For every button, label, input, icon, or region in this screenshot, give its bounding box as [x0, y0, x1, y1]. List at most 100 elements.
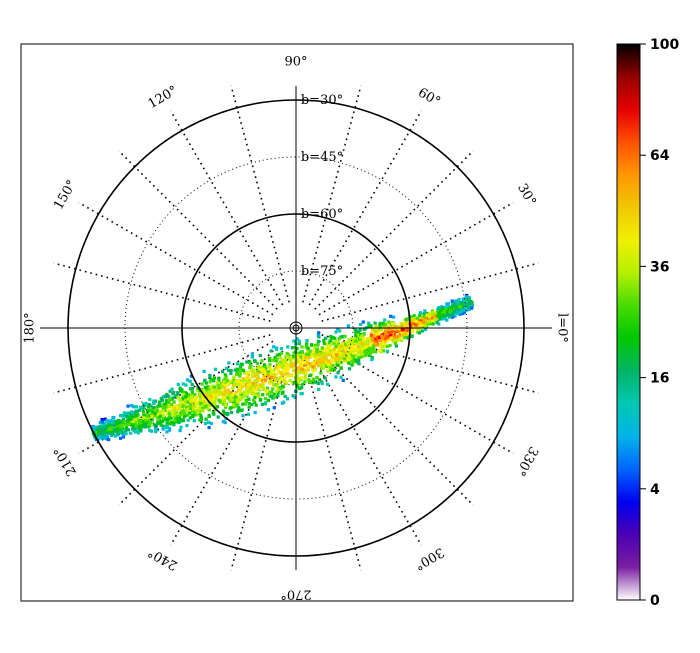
- density-cell: [270, 369, 274, 373]
- density-cell: [293, 363, 297, 367]
- density-cell: [465, 299, 469, 303]
- density-cell: [229, 371, 233, 375]
- density-cell: [424, 327, 428, 332]
- density-cell: [373, 321, 377, 325]
- density-cell: [179, 425, 183, 429]
- density-cell: [364, 351, 368, 355]
- density-cell: [265, 392, 270, 396]
- density-cell: [124, 428, 128, 433]
- density-cell: [383, 331, 388, 335]
- density-cell: [277, 376, 281, 381]
- density-cell: [234, 397, 238, 401]
- density-cell: [143, 425, 147, 429]
- density-cell: [346, 352, 350, 357]
- density-cell: [450, 299, 454, 303]
- density-cell: [211, 397, 215, 401]
- density-cell: [224, 366, 229, 370]
- density-cell: [330, 342, 334, 347]
- density-cell: [121, 432, 125, 436]
- density-cell: [423, 324, 427, 328]
- density-cell: [252, 398, 256, 402]
- density-cell: [324, 347, 328, 351]
- density-cell: [242, 392, 247, 396]
- density-cell: [378, 339, 382, 343]
- density-cell: [181, 412, 185, 416]
- density-cell: [124, 422, 128, 426]
- density-cell: [282, 378, 286, 382]
- density-cell: [191, 402, 195, 406]
- density-cell: [293, 395, 297, 399]
- density-cell: [422, 312, 426, 316]
- density-cell: [300, 345, 304, 349]
- density-cell: [188, 396, 192, 400]
- density-cell: [278, 381, 282, 385]
- density-cell: [295, 374, 299, 378]
- density-cell: [317, 361, 321, 365]
- density-cell: [445, 318, 449, 322]
- density-cell: [352, 352, 356, 356]
- density-cell: [122, 420, 126, 424]
- density-cell: [118, 436, 123, 440]
- density-cell: [126, 419, 130, 423]
- density-cell: [191, 414, 195, 418]
- density-cell: [284, 368, 288, 372]
- density-cell: [121, 435, 126, 439]
- density-cell: [177, 405, 181, 409]
- density-cell: [279, 347, 283, 351]
- density-cell: [203, 378, 207, 382]
- density-cell: [140, 424, 144, 428]
- density-cell: [247, 402, 251, 406]
- density-cell: [201, 399, 205, 403]
- density-cell: [255, 361, 259, 366]
- density-cell: [234, 404, 238, 408]
- density-cell: [262, 374, 266, 378]
- density-cell: [220, 385, 224, 389]
- density-cell: [368, 337, 372, 341]
- density-cell: [271, 396, 275, 400]
- density-cell: [252, 388, 256, 392]
- density-cell: [322, 339, 326, 343]
- density-cell: [344, 351, 348, 355]
- density-cell: [380, 340, 384, 344]
- density-cell: [212, 392, 216, 396]
- density-cell: [245, 360, 249, 364]
- density-cell: [466, 305, 470, 310]
- density-cell: [104, 426, 108, 431]
- latitude-label: b=30°: [301, 93, 343, 108]
- density-cell: [336, 349, 340, 353]
- density-cell: [236, 380, 240, 384]
- density-cell: [229, 369, 233, 373]
- density-cell: [339, 366, 343, 370]
- density-cell: [305, 361, 309, 365]
- density-cell: [303, 373, 307, 377]
- density-cell: [300, 386, 304, 390]
- density-cell: [188, 379, 192, 383]
- density-cell: [452, 309, 456, 314]
- density-cell: [188, 411, 192, 415]
- density-cell: [467, 295, 472, 300]
- density-cell: [246, 412, 250, 416]
- density-cell: [177, 416, 181, 420]
- density-cell: [449, 306, 453, 310]
- density-cell: [307, 379, 311, 384]
- density-cell: [249, 389, 253, 393]
- density-cell: [299, 364, 303, 368]
- colorbar-ticks: 0 4 16 36 64 100: [640, 37, 679, 609]
- density-cell: [239, 398, 243, 402]
- density-cell: [194, 395, 198, 399]
- meridian-line: [169, 350, 284, 546]
- density-cell: [108, 419, 112, 423]
- density-cell: [257, 395, 261, 399]
- meridian-line: [318, 340, 514, 455]
- density-cell: [299, 360, 303, 364]
- density-cell: [217, 379, 221, 383]
- density-cell: [388, 333, 392, 337]
- density-cell: [96, 427, 100, 431]
- density-cell: [381, 336, 385, 340]
- density-cell: [217, 398, 221, 402]
- density-cell: [189, 374, 193, 378]
- density-cell: [250, 403, 254, 407]
- density-cell: [226, 391, 230, 396]
- density-cell: [415, 316, 419, 320]
- density-cell: [321, 362, 326, 366]
